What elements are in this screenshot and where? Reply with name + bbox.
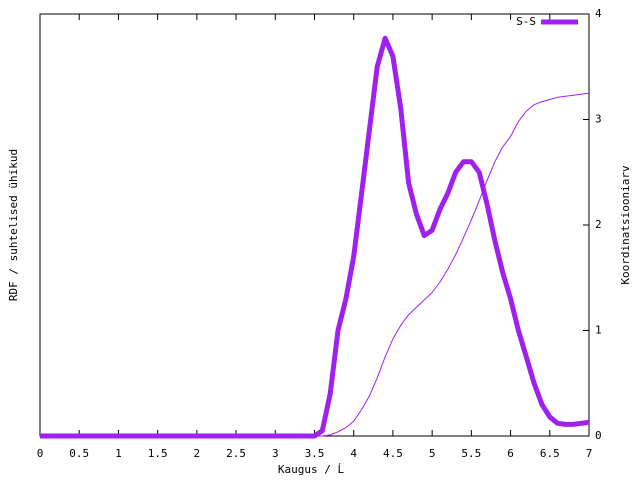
y2-tick-label: 1 bbox=[595, 324, 602, 337]
x-tick-label: 4 bbox=[350, 447, 357, 460]
x-tick-label: 3 bbox=[272, 447, 279, 460]
x-tick-label: 5 bbox=[429, 447, 436, 460]
x-tick-label: 2.5 bbox=[226, 447, 246, 460]
y2-tick-label: 2 bbox=[595, 218, 602, 231]
x-tick-label: 2 bbox=[194, 447, 201, 460]
x-tick-label: 1.5 bbox=[148, 447, 168, 460]
plot-frame bbox=[39, 13, 590, 437]
y2-tick-label: 3 bbox=[595, 113, 602, 126]
x-tick-label: 6 bbox=[507, 447, 514, 460]
y2-tick-label: 4 bbox=[595, 7, 602, 20]
x-tick-label: 1 bbox=[115, 447, 122, 460]
series-line bbox=[40, 92, 590, 437]
x-tick-label: 5.5 bbox=[461, 447, 481, 460]
x-axis-label: Kaugus / Ĺ bbox=[278, 463, 345, 476]
x-tick-label: 0 bbox=[37, 447, 44, 460]
x-tick-label: 6.5 bbox=[540, 447, 560, 460]
legend-label: S-S bbox=[516, 15, 536, 28]
series-line bbox=[40, 35, 590, 439]
y-axis-label: RDF / suhtelised ühikud bbox=[7, 149, 20, 301]
y2-tick-label: 0 bbox=[595, 429, 602, 442]
x-tick-label: 4.5 bbox=[383, 447, 403, 460]
x-tick-label: 0.5 bbox=[69, 447, 89, 460]
x-tick-label: 7 bbox=[586, 447, 593, 460]
y2-axis-label: Koordinatsiooniarv bbox=[619, 165, 632, 285]
x-tick-label: 3.5 bbox=[305, 447, 325, 460]
